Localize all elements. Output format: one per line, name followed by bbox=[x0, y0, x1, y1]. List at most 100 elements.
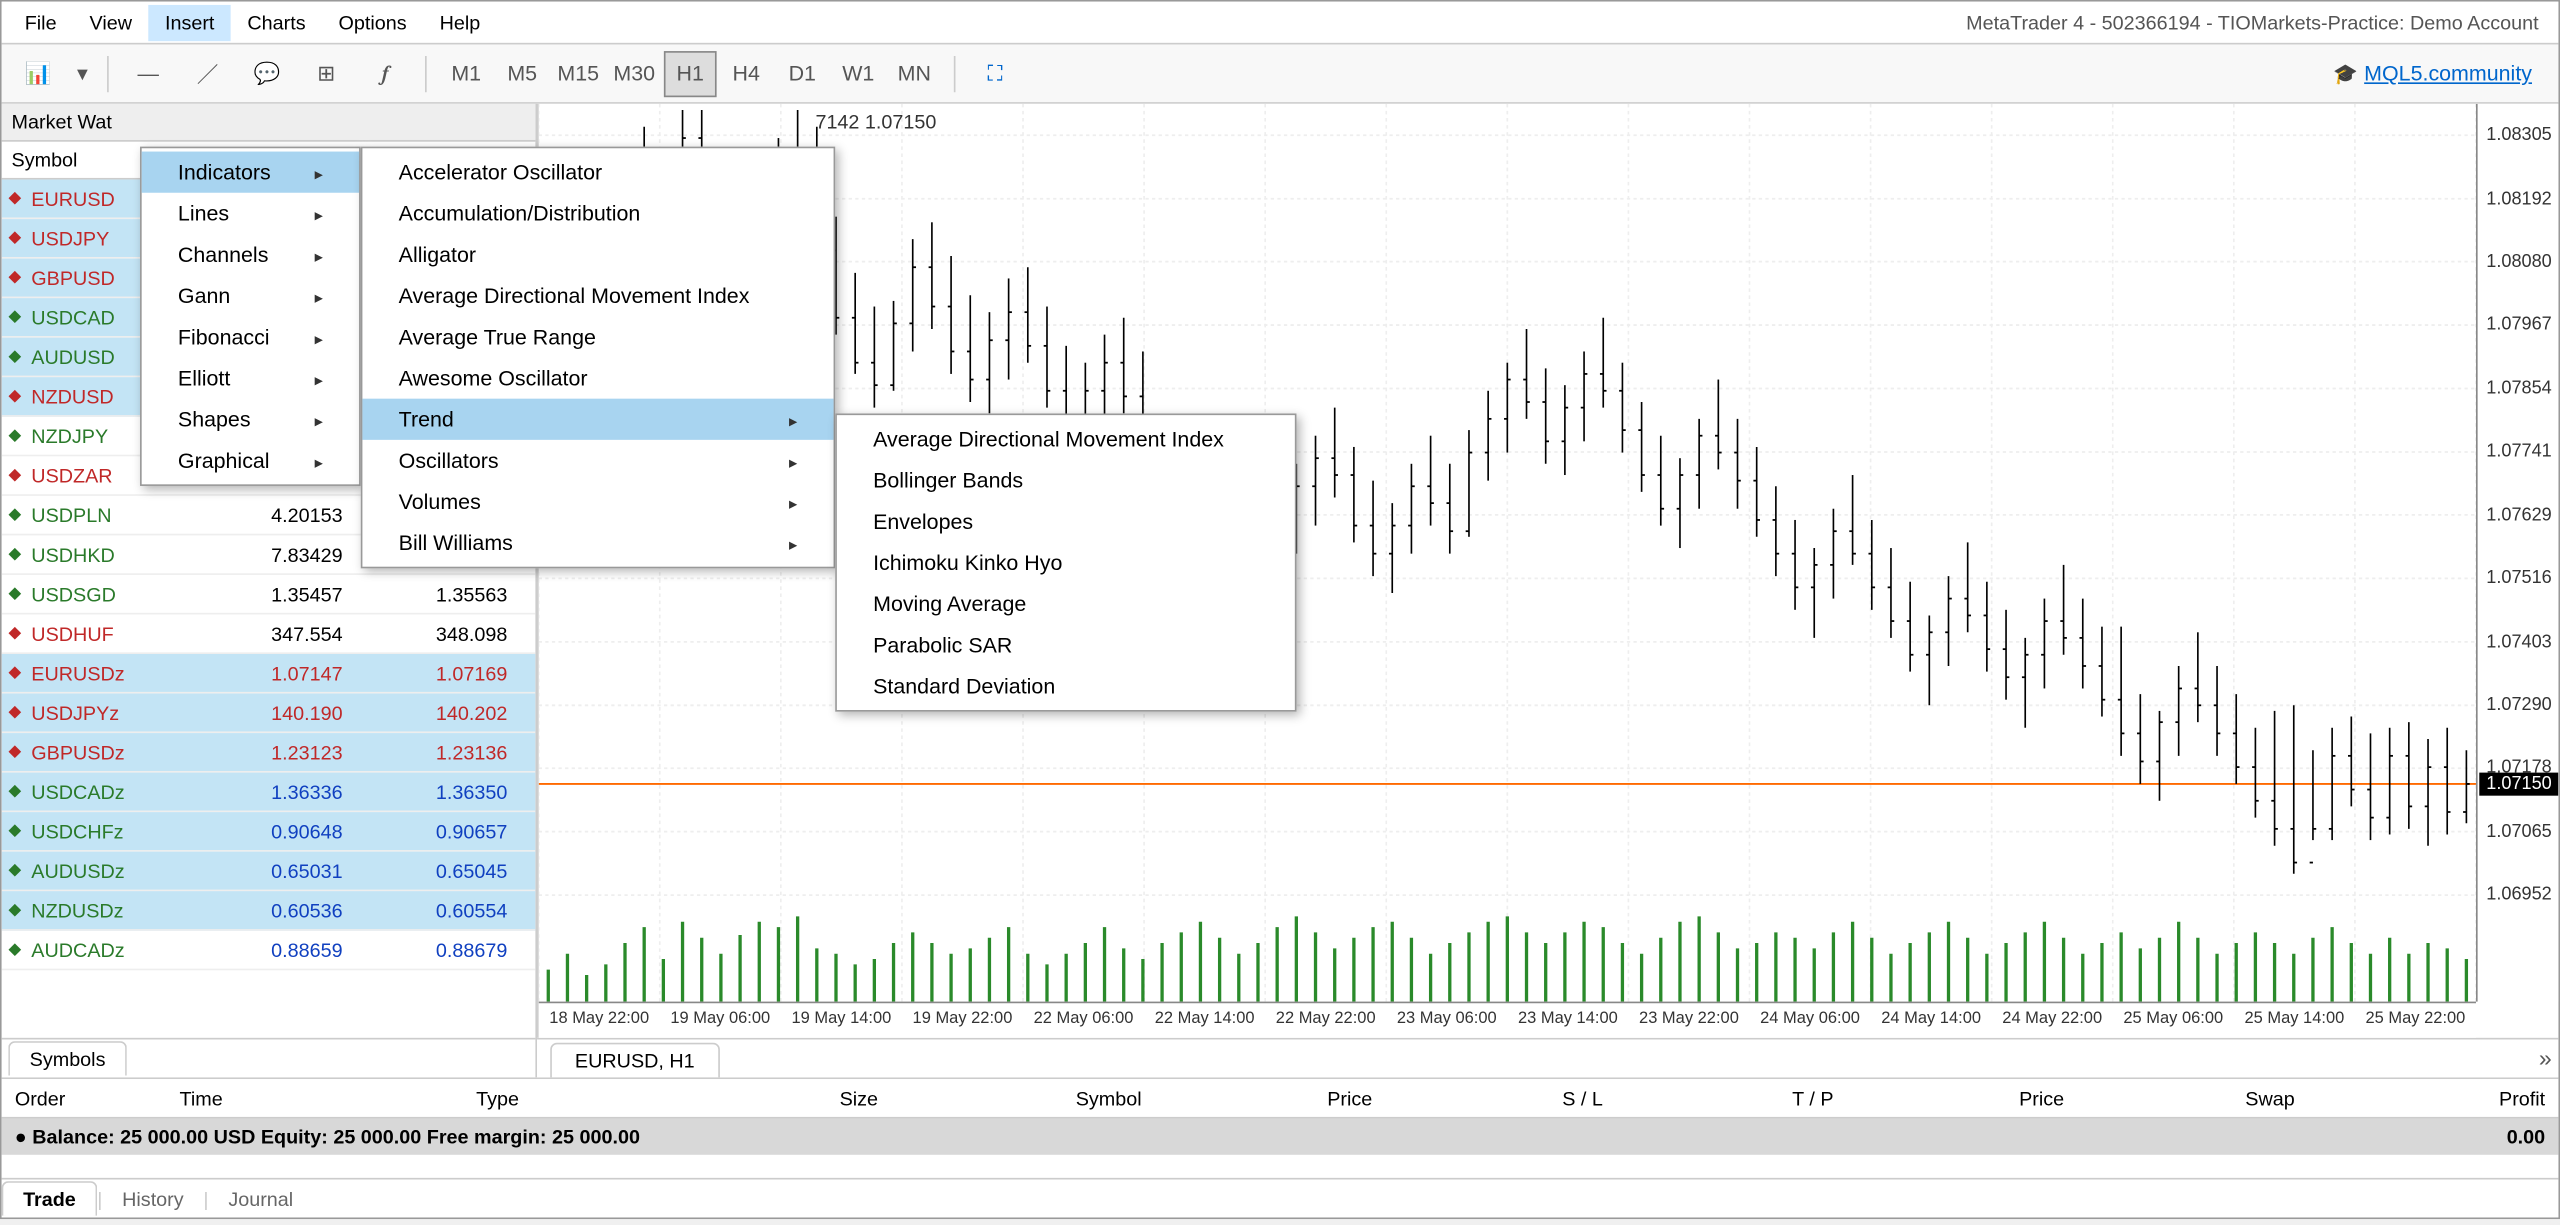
orders-col-type[interactable]: Type bbox=[463, 1086, 661, 1109]
text-tool-icon[interactable]: 💬 bbox=[241, 50, 294, 96]
menuitem-fibonacci[interactable]: Fibonacci bbox=[142, 316, 359, 357]
ask-value: 0.60554 bbox=[356, 899, 521, 922]
menu-options[interactable]: Options bbox=[322, 4, 423, 40]
menuitem-shapes[interactable]: Shapes bbox=[142, 399, 359, 440]
y-tick-label: 1.07065 bbox=[2486, 822, 2552, 842]
timeframe-m1[interactable]: M1 bbox=[440, 50, 493, 96]
menuitem-oscillators[interactable]: Oscillators bbox=[362, 440, 833, 481]
market-watch-row[interactable]: ◆USDCADz1.363361.36350 bbox=[2, 773, 536, 813]
menuitem-accelerator-oscillator[interactable]: Accelerator Oscillator bbox=[362, 152, 833, 193]
timeframe-h1[interactable]: H1 bbox=[664, 50, 717, 96]
chart-tab[interactable]: EURUSD, H1 bbox=[550, 1043, 719, 1078]
terminal-tab-journal[interactable]: Journal bbox=[209, 1182, 313, 1215]
trend-submenu: Average Directional Movement IndexBollin… bbox=[835, 413, 1296, 711]
market-watch-row[interactable]: ◆USDHUF347.554348.098 bbox=[2, 614, 536, 654]
toolbar-icon-new[interactable]: 📊 bbox=[12, 50, 65, 96]
symbol-label: USDHUF bbox=[28, 622, 191, 645]
menuitem-alligator[interactable]: Alligator bbox=[362, 234, 833, 275]
orders-col-sl[interactable]: S / L bbox=[1385, 1086, 1616, 1109]
terminal-tab-history[interactable]: History bbox=[102, 1182, 203, 1215]
direction-icon: ◆ bbox=[2, 308, 28, 326]
menuitem-average-true-range[interactable]: Average True Range bbox=[362, 316, 833, 357]
orders-col-order[interactable]: Order bbox=[2, 1086, 167, 1109]
symbol-label: NZDUSDz bbox=[28, 899, 191, 922]
timeframe-m15[interactable]: M15 bbox=[552, 50, 605, 96]
bid-value: 0.88659 bbox=[191, 938, 356, 961]
menu-insert[interactable]: Insert bbox=[148, 4, 230, 40]
bid-value: 0.65031 bbox=[191, 859, 356, 882]
menuitem-accumulation-distribution[interactable]: Accumulation/Distribution bbox=[362, 193, 833, 234]
menu-view[interactable]: View bbox=[73, 4, 148, 40]
menuitem-ichimoku-kinko-hyo[interactable]: Ichimoku Kinko Hyo bbox=[837, 542, 1295, 583]
orders-header: OrderTimeTypeSizeSymbolPriceS / LT / PPr… bbox=[2, 1079, 2559, 1119]
menubar: FileViewInsertChartsOptionsHelp MetaTrad… bbox=[2, 2, 2559, 45]
orders-col-price[interactable]: Price bbox=[1847, 1086, 2078, 1109]
mql5-community-link[interactable]: MQL5.community bbox=[2364, 61, 2548, 86]
line-tool-icon[interactable]: — bbox=[122, 50, 175, 96]
menuitem-envelopes[interactable]: Envelopes bbox=[837, 501, 1295, 542]
timeframe-w1[interactable]: W1 bbox=[832, 50, 885, 96]
menuitem-elliott[interactable]: Elliott bbox=[142, 357, 359, 398]
menu-help[interactable]: Help bbox=[423, 4, 497, 40]
direction-icon: ◆ bbox=[2, 782, 28, 800]
orders-col-size[interactable]: Size bbox=[661, 1086, 892, 1109]
ask-value: 1.35563 bbox=[356, 582, 521, 605]
timeframe-h4[interactable]: H4 bbox=[720, 50, 773, 96]
orders-col-time[interactable]: Time bbox=[166, 1086, 463, 1109]
timeframe-m5[interactable]: M5 bbox=[496, 50, 549, 96]
orders-col-price[interactable]: Price bbox=[1155, 1086, 1386, 1109]
terminal-tab-trade[interactable]: Trade bbox=[2, 1181, 98, 1216]
fullscreen-icon[interactable]: ⛶ bbox=[969, 50, 1022, 96]
fibonacci-tool-icon[interactable]: 𝆑 bbox=[359, 50, 412, 96]
market-watch-row[interactable]: ◆USDCHFz0.906480.90657 bbox=[2, 812, 536, 852]
market-watch-row[interactable]: ◆USDSGD1.354571.35563 bbox=[2, 575, 536, 615]
orders-col-swap[interactable]: Swap bbox=[2077, 1086, 2308, 1109]
menuitem-moving-average[interactable]: Moving Average bbox=[837, 583, 1295, 624]
orders-col-symbol[interactable]: Symbol bbox=[891, 1086, 1155, 1109]
x-tick-label: 22 May 06:00 bbox=[1034, 1010, 1134, 1028]
orders-col-profit[interactable]: Profit bbox=[2308, 1086, 2558, 1109]
menuitem-volumes[interactable]: Volumes bbox=[362, 481, 833, 522]
y-tick-label: 1.07741 bbox=[2486, 442, 2552, 462]
market-watch-row[interactable]: ◆USDJPYz140.190140.202 bbox=[2, 694, 536, 734]
market-watch-row[interactable]: ◆EURUSDz1.071471.07169 bbox=[2, 654, 536, 694]
menuitem-average-directional-movement-index[interactable]: Average Directional Movement Index bbox=[837, 418, 1295, 459]
x-tick-label: 24 May 14:00 bbox=[1881, 1010, 1981, 1028]
menu-file[interactable]: File bbox=[8, 4, 73, 40]
timeframe-d1[interactable]: D1 bbox=[776, 50, 829, 96]
toolbar-dropdown-arrow-icon[interactable]: ▾ bbox=[71, 50, 94, 96]
y-tick-label: 1.08305 bbox=[2486, 125, 2552, 145]
menuitem-indicators[interactable]: Indicators bbox=[142, 152, 359, 193]
timeframe-mn[interactable]: MN bbox=[888, 50, 941, 96]
x-tick-label: 22 May 14:00 bbox=[1155, 1010, 1255, 1028]
menuitem-bollinger-bands[interactable]: Bollinger Bands bbox=[837, 460, 1295, 501]
menuitem-parabolic-sar[interactable]: Parabolic SAR bbox=[837, 624, 1295, 665]
menuitem-gann[interactable]: Gann bbox=[142, 275, 359, 316]
menuitem-graphical[interactable]: Graphical bbox=[142, 440, 359, 481]
orders-col-tp[interactable]: T / P bbox=[1616, 1086, 1847, 1109]
market-watch-row[interactable]: ◆GBPUSDz1.231231.23136 bbox=[2, 733, 536, 773]
menuitem-channels[interactable]: Channels bbox=[142, 234, 359, 275]
trendline-tool-icon[interactable]: ／ bbox=[181, 50, 234, 96]
symbol-label: USDJPYz bbox=[28, 701, 191, 724]
market-watch-row[interactable]: ◆AUDCADz0.886590.88679 bbox=[2, 931, 536, 971]
market-watch-tabs: Symbols bbox=[2, 1038, 536, 1078]
chart-expand-icon[interactable]: » bbox=[2539, 1044, 2552, 1070]
menuitem-bill-williams[interactable]: Bill Williams bbox=[362, 522, 833, 563]
market-watch-row[interactable]: ◆AUDUSDz0.650310.65045 bbox=[2, 852, 536, 892]
y-tick-label: 1.07290 bbox=[2486, 695, 2552, 715]
menuitem-standard-deviation[interactable]: Standard Deviation bbox=[837, 666, 1295, 707]
menuitem-average-directional-movement-index[interactable]: Average Directional Movement Index bbox=[362, 275, 833, 316]
tab-symbols[interactable]: Symbols bbox=[8, 1041, 127, 1076]
menuitem-lines[interactable]: Lines bbox=[142, 193, 359, 234]
menu-charts[interactable]: Charts bbox=[231, 4, 322, 40]
indicators-submenu: Accelerator OscillatorAccumulation/Distr… bbox=[361, 147, 835, 569]
symbol-label: USDHKD bbox=[28, 543, 191, 566]
bid-value: 1.23123 bbox=[191, 740, 356, 763]
market-watch-row[interactable]: ◆NZDUSDz0.605360.60554 bbox=[2, 891, 536, 931]
crosshair-tool-icon[interactable]: ⊞ bbox=[300, 50, 353, 96]
menuitem-awesome-oscillator[interactable]: Awesome Oscillator bbox=[362, 357, 833, 398]
timeframe-m30[interactable]: M30 bbox=[608, 50, 661, 96]
chart-legend: 7142 1.07150 bbox=[552, 110, 937, 133]
menuitem-trend[interactable]: Trend bbox=[362, 399, 833, 440]
